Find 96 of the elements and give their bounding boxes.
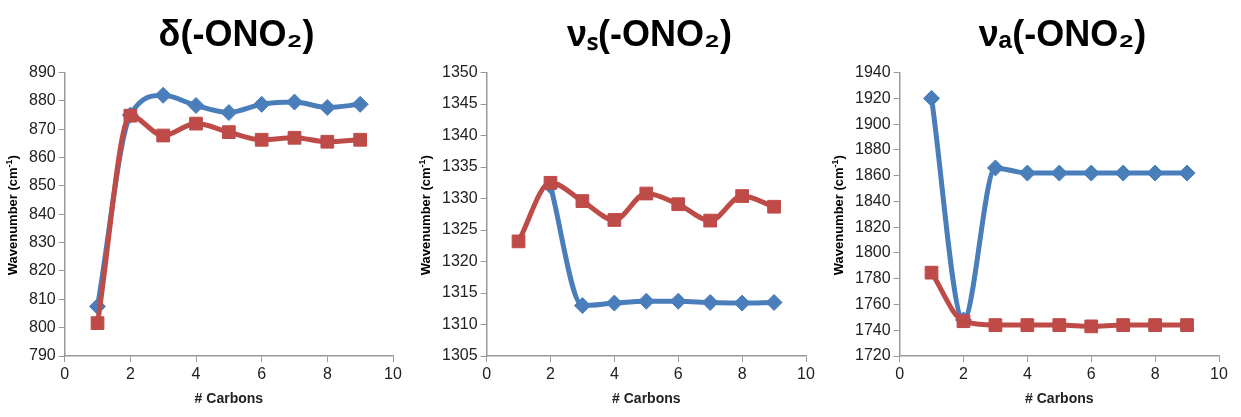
x-tick-label: 4 <box>191 365 201 383</box>
point <box>639 186 654 201</box>
y-tick-label: 1800 <box>855 243 891 261</box>
x-tick-label: 4 <box>1022 365 1032 383</box>
y-tick-label: 1900 <box>855 114 891 132</box>
point <box>1084 319 1099 334</box>
y-tick-label: 790 <box>28 346 56 364</box>
y-tick-label: 1335 <box>442 157 478 175</box>
point <box>923 89 941 107</box>
x-tick-label: 8 <box>322 365 332 383</box>
x-tick-label: 6 <box>673 365 683 383</box>
y-tick-label: 1340 <box>442 125 478 143</box>
y-tick-label: 840 <box>28 204 56 222</box>
point <box>988 318 1003 332</box>
chart-title: νₐ(-ONO₂) <box>977 12 1148 56</box>
x-tick-label: 2 <box>959 365 969 383</box>
x-axis-title: # Carbons <box>612 390 681 407</box>
chart-title: νₛ(-ONO₂) <box>566 12 733 56</box>
y-tick-label: 810 <box>28 289 56 307</box>
point <box>671 197 686 212</box>
point <box>701 293 719 311</box>
x-tick-label: 8 <box>737 365 747 383</box>
point <box>543 175 558 190</box>
point <box>765 293 783 311</box>
y-tick-label: 1940 <box>855 63 891 81</box>
point <box>221 125 236 139</box>
point <box>253 95 271 113</box>
point <box>1116 318 1131 332</box>
point <box>575 194 590 208</box>
point <box>607 213 622 227</box>
x-tick-label: 10 <box>797 365 815 383</box>
x-tick-label: 2 <box>125 365 135 383</box>
x-axis-title: # Carbons <box>194 390 264 407</box>
point <box>156 128 171 143</box>
point <box>511 234 526 249</box>
y-tick-label: 1860 <box>855 166 891 184</box>
y-tick-label: 1350 <box>442 63 478 81</box>
x-axis-title: # Carbons <box>1025 390 1094 407</box>
point <box>735 189 749 203</box>
point <box>187 96 205 114</box>
y-tick-label: 1345 <box>442 94 478 112</box>
y-tick-label: 1305 <box>442 346 478 364</box>
point <box>90 316 105 330</box>
y-tick-label: 1325 <box>442 220 478 238</box>
point <box>573 297 591 315</box>
y-tick-label: 800 <box>28 318 56 336</box>
y-tick-label: 1740 <box>855 320 891 338</box>
point <box>1020 318 1035 332</box>
point <box>318 98 336 116</box>
point <box>353 132 368 147</box>
y-tick-label: 880 <box>28 91 56 109</box>
point <box>767 199 781 214</box>
point <box>189 116 203 131</box>
x-tick-label: 8 <box>1150 365 1160 383</box>
point <box>254 132 269 147</box>
x-tick-label: 10 <box>384 365 402 383</box>
point <box>351 95 369 113</box>
y-tick-label: 890 <box>28 63 56 81</box>
y-tick-label: 1720 <box>855 346 891 364</box>
point <box>286 93 304 111</box>
y-tick-label: 1840 <box>855 191 891 209</box>
x-tick-label: 4 <box>609 365 619 383</box>
point <box>986 159 1004 177</box>
point <box>1148 318 1162 332</box>
y-tick-label: 1920 <box>855 88 891 106</box>
point <box>1180 318 1194 332</box>
y-tick-label: 1820 <box>855 217 891 235</box>
x-tick-label: 0 <box>895 365 905 383</box>
y-tick-label: 830 <box>28 233 56 251</box>
point <box>1018 164 1036 182</box>
y-tick-label: 1315 <box>442 283 478 301</box>
y-tick-label: 1760 <box>855 294 891 312</box>
x-tick-label: 0 <box>60 365 70 383</box>
point <box>220 104 238 122</box>
chart-title: δ(-ONO₂) <box>157 12 316 56</box>
x-tick-label: 10 <box>1210 365 1228 383</box>
y-tick-label: 850 <box>28 176 56 194</box>
point <box>703 213 718 228</box>
y-tick-label: 1310 <box>442 314 478 332</box>
y-tick-label: 820 <box>28 261 56 279</box>
y-tick-label: 1880 <box>855 140 891 158</box>
x-tick-label: 2 <box>546 365 556 383</box>
point <box>287 130 302 145</box>
point <box>154 86 172 104</box>
point <box>605 294 623 312</box>
point <box>320 134 335 149</box>
x-tick-label: 6 <box>1086 365 1096 383</box>
x-tick-label: 0 <box>482 365 492 383</box>
x-tick-label: 6 <box>257 365 267 383</box>
point <box>924 265 939 280</box>
y-tick-label: 1320 <box>442 251 478 269</box>
y-tick-label: 860 <box>28 148 56 166</box>
y-tick-label: 1330 <box>442 188 478 206</box>
y-tick-label: 870 <box>28 119 56 137</box>
point <box>1052 318 1067 332</box>
y-tick-label: 1780 <box>855 269 891 287</box>
